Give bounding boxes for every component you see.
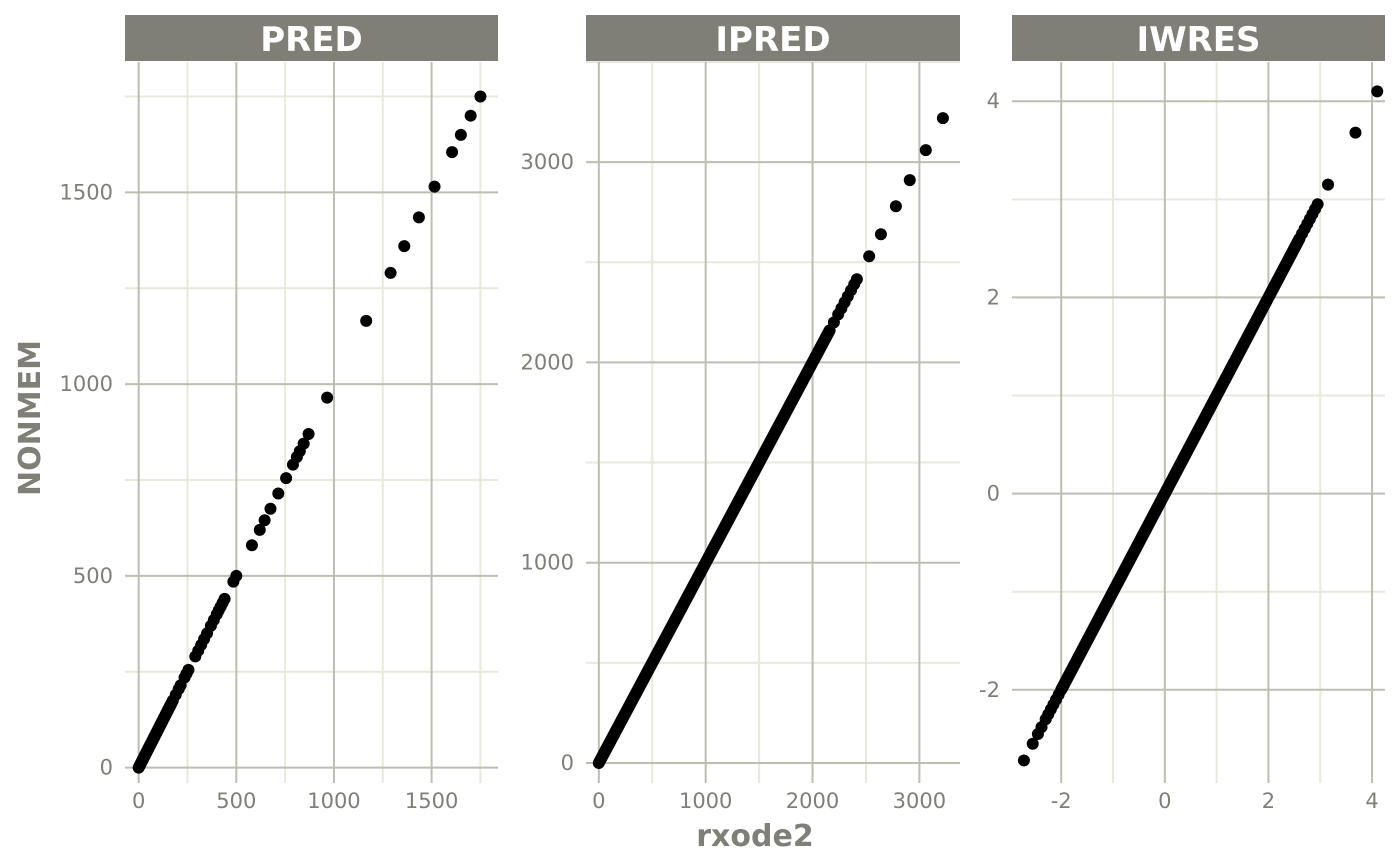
data-point (446, 146, 459, 159)
facet-strip-title: IWRES (1136, 20, 1260, 60)
data-point (1052, 688, 1065, 701)
x-tick-label: 2000 (786, 789, 839, 813)
data-point (863, 250, 876, 263)
y-tick-label: 1000 (521, 551, 574, 575)
data-point (903, 174, 916, 187)
x-tick-label: 500 (216, 789, 256, 813)
facet-strip (125, 15, 498, 61)
data-point (464, 109, 477, 122)
data-point (889, 200, 902, 213)
data-point (850, 273, 863, 286)
x-tick-label: 4 (1365, 789, 1378, 813)
data-point (1371, 85, 1384, 98)
data-point (398, 240, 411, 253)
data-point (182, 663, 195, 676)
data-point (874, 228, 887, 241)
data-point (384, 266, 397, 279)
y-tick-label: 2 (987, 285, 1000, 309)
x-tick-label: 0 (1158, 789, 1171, 813)
x-tick-label: 1000 (679, 789, 732, 813)
x-tick-label: 0 (592, 789, 605, 813)
x-axis-title: rxode2 (696, 819, 813, 854)
data-point (936, 112, 949, 125)
data-point (218, 592, 231, 605)
data-point (253, 523, 266, 536)
y-tick-label: 0 (987, 482, 1000, 506)
data-point (1017, 754, 1030, 767)
y-axis-title: NONMEM (13, 340, 48, 496)
y-tick-label: 0 (561, 751, 574, 775)
x-tick-label: 3000 (893, 789, 946, 813)
y-tick-label: 3000 (521, 150, 574, 174)
y-tick-label: 2000 (521, 350, 574, 374)
x-tick-label: 0 (132, 789, 145, 813)
data-point (1026, 737, 1039, 750)
data-point (297, 437, 310, 450)
data-point (412, 211, 425, 224)
x-tick-label: -2 (1051, 789, 1072, 813)
x-tick-label: 1500 (405, 789, 458, 813)
y-tick-label: 1500 (60, 180, 113, 204)
data-point (272, 487, 285, 500)
data-points-dense (1055, 232, 1306, 696)
data-point (321, 391, 334, 404)
panel-iwres: IWRES -2 0 2 4 -2 0 2 4 (979, 15, 1385, 813)
y-tick-label: -2 (979, 678, 1000, 702)
data-point (428, 180, 441, 193)
data-point (258, 514, 271, 527)
facet-strip (586, 15, 960, 61)
facet-strip-title: IPRED (715, 20, 830, 60)
data-point (919, 144, 932, 157)
facet-strip (1012, 15, 1385, 61)
y-tick-label: 0 (100, 756, 113, 780)
y-tick-label: 1000 (60, 372, 113, 396)
panel-ipred: IPRED 0 1000 2000 3000 0 1000 2000 3000 (521, 15, 960, 813)
data-point (302, 428, 315, 441)
data-point (264, 502, 277, 515)
data-point (280, 472, 293, 485)
data-point (230, 569, 243, 582)
data-point (1322, 178, 1335, 191)
data-point (245, 539, 258, 552)
x-tick-label: 2 (1262, 789, 1275, 813)
facet-strip-title: PRED (260, 20, 363, 60)
data-point (1349, 126, 1362, 139)
data-point (454, 128, 467, 141)
y-tick-label: 500 (73, 564, 113, 588)
panel-pred: PRED 0 500 1000 1500 0 500 1000 1500 (60, 15, 498, 813)
x-tick-label: 1000 (307, 789, 360, 813)
data-points-dense (592, 326, 835, 769)
data-point (360, 314, 373, 327)
data-point (1311, 198, 1324, 211)
y-tick-label: 4 (987, 89, 1000, 113)
data-point (474, 90, 487, 103)
